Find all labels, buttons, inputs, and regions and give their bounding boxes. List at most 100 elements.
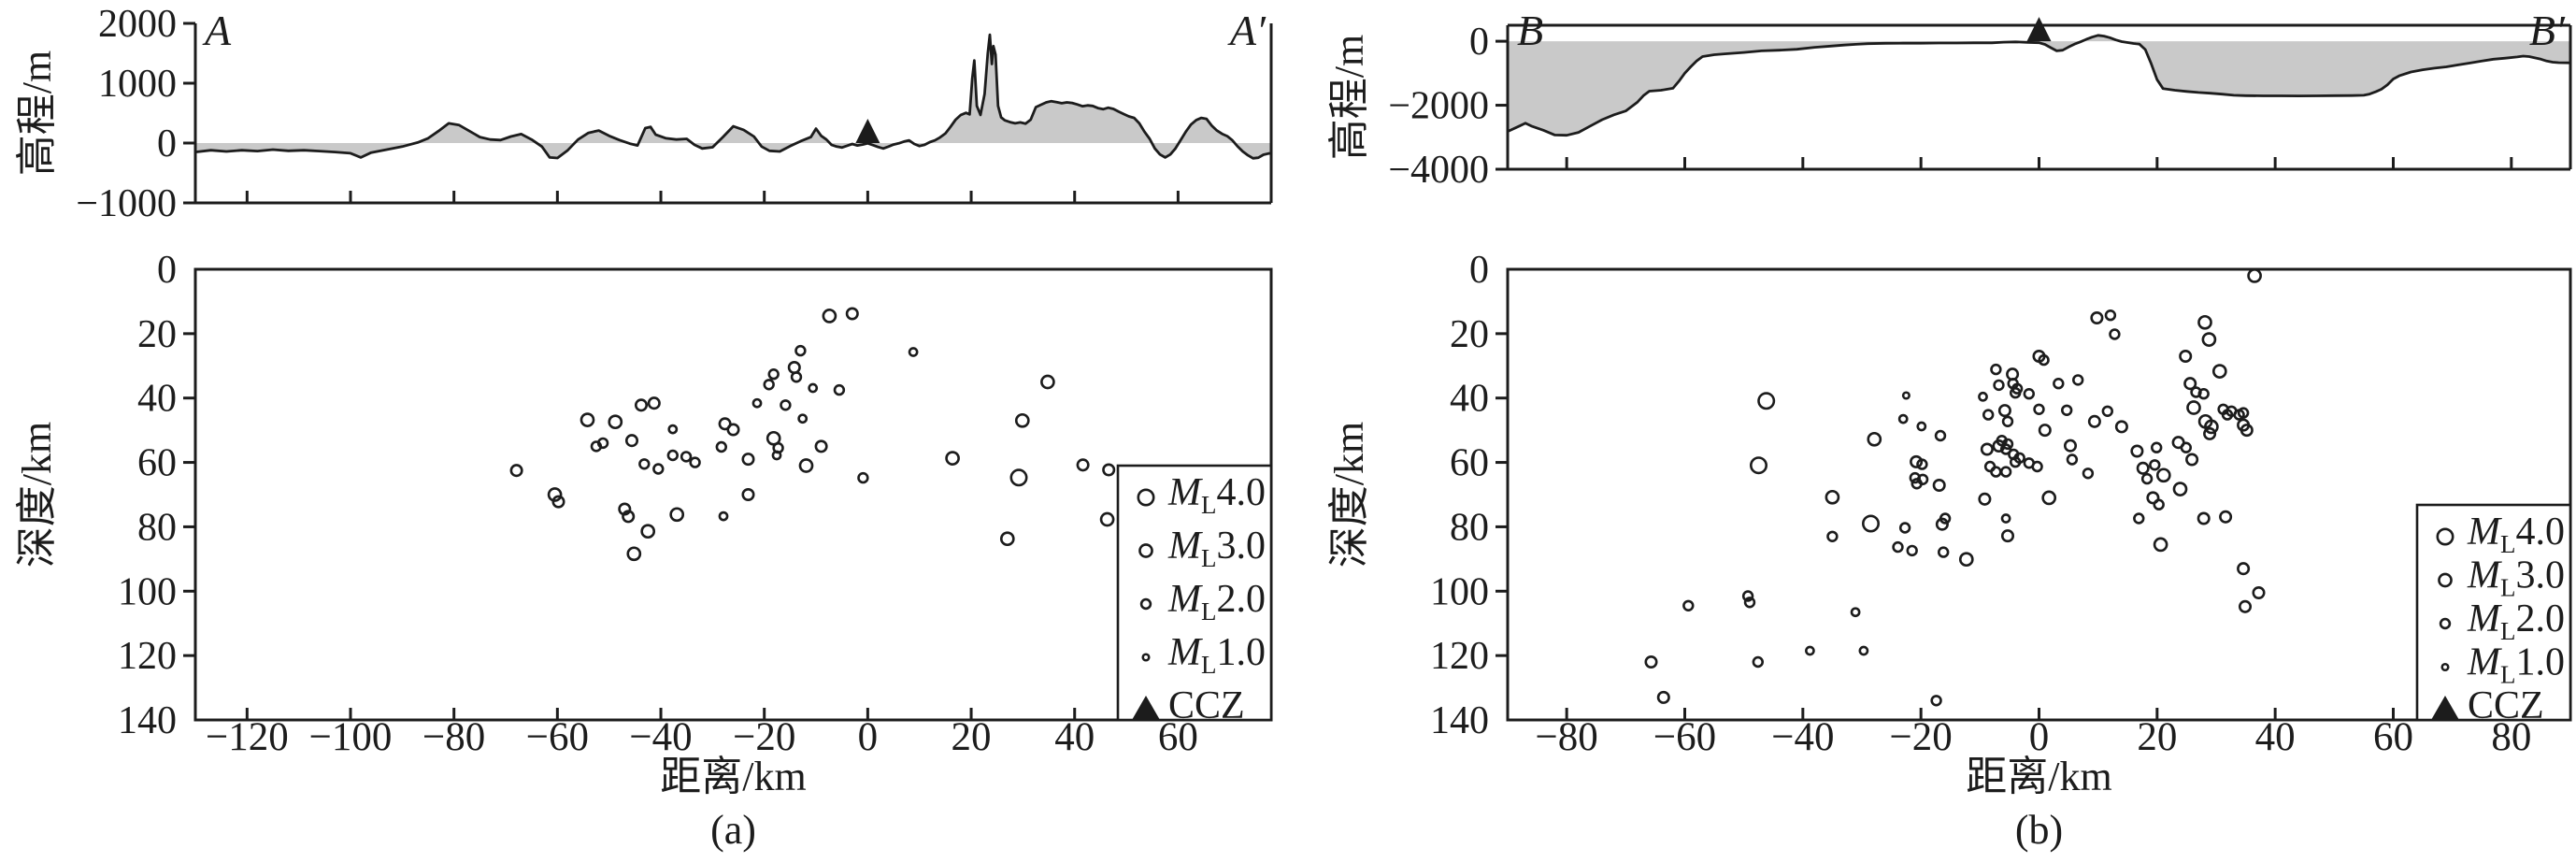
legend-entry-label: ML3.0	[1167, 525, 1266, 572]
earthquake-marker	[767, 368, 780, 381]
depth-x-tick-label: −80	[1536, 715, 1598, 759]
earthquake-marker	[715, 440, 727, 453]
earthquake-marker	[2114, 420, 2128, 434]
earthquake-marker	[1906, 544, 1918, 557]
depth-x-tick-label: −60	[526, 715, 589, 759]
earthquake-marker	[797, 413, 809, 424]
earthquake-marker	[626, 546, 642, 562]
depth-y-tick-label: 20	[1450, 313, 1489, 356]
earthquake-marker	[780, 399, 792, 411]
earthquake-marker	[1892, 540, 1904, 554]
depth-y-tick-label: 40	[137, 378, 177, 421]
legend-entry-label: ML1.0	[2467, 641, 2565, 689]
earthquake-marker	[2149, 459, 2161, 471]
terrain-fill	[195, 35, 1271, 159]
earthquake-marker	[1805, 645, 1815, 656]
earthquake-marker	[814, 439, 828, 453]
earthquake-marker	[1682, 599, 1695, 611]
depth-x-tick-label: 20	[952, 715, 992, 759]
earthquake-marker	[1750, 456, 1768, 475]
earthquake-marker	[2179, 349, 2193, 364]
legend-magnitude-symbol	[1137, 488, 1155, 507]
earthquake-marker	[1099, 511, 1115, 527]
earthquake-marker	[1040, 374, 1055, 390]
earthquake-marker	[2197, 314, 2212, 330]
legend-entry-label: CCZ	[2468, 684, 2544, 727]
legend-box	[2415, 503, 2572, 722]
earthquake-marker	[596, 437, 609, 450]
earthquake-marker	[2104, 309, 2117, 322]
earthquake-marker	[1978, 492, 1992, 506]
earthquake-marker	[2186, 400, 2201, 415]
earthquake-marker	[808, 382, 819, 394]
depth-y-tick-label: 120	[1430, 635, 1489, 678]
earthquake-marker	[1999, 443, 2012, 455]
earthquake-marker	[1990, 466, 2002, 478]
earthquake-marker	[1867, 431, 1882, 447]
earthquake-marker	[1898, 522, 1911, 534]
earthquake-marker	[2033, 403, 2045, 415]
earthquake-marker	[1932, 478, 1946, 493]
earthquake-marker	[1076, 458, 1090, 472]
earthquake-marker	[634, 398, 649, 412]
depth-x-tick-label: 40	[1054, 715, 1095, 759]
depth-y-tick-label: 80	[137, 506, 177, 549]
legend-magnitude-symbol	[1138, 543, 1153, 558]
depth-x-tick-label: −100	[309, 715, 393, 759]
earthquake-marker	[608, 414, 623, 430]
earthquake-marker	[2090, 310, 2104, 325]
earthquake-marker	[2000, 513, 2011, 524]
depth-x-tick-label: −20	[733, 715, 795, 759]
earthquake-marker	[1901, 391, 1911, 400]
elevation-y-axis-title: 高程/m	[1326, 35, 1372, 160]
depth-y-tick-label: 140	[118, 699, 177, 742]
earthquake-marker	[2010, 387, 2022, 399]
earthquake-marker	[1916, 458, 1928, 470]
earthquake-marker	[2023, 388, 2036, 400]
depth-x-tick-label: 60	[1158, 715, 1198, 759]
earthquake-marker	[2237, 562, 2251, 576]
profile-end-label: B′	[2529, 7, 2566, 54]
earthquake-marker	[1911, 478, 1923, 490]
earthquake-marker	[509, 464, 523, 478]
panel-caption: (b)	[2015, 807, 2063, 853]
elevation-y-tick-label: 0	[1469, 21, 1489, 64]
earthquake-marker	[1939, 512, 1952, 525]
earthquake-marker	[2211, 364, 2227, 379]
depth-plot-frame	[193, 267, 1273, 722]
depth-y-tick-label: 80	[1450, 506, 1489, 549]
earthquake-marker	[771, 450, 782, 461]
x-axis-title: 距离/km	[1966, 754, 2111, 799]
earthquake-marker	[1743, 597, 1756, 609]
earthquake-marker	[1999, 466, 2012, 478]
earthquake-marker	[2190, 386, 2202, 398]
depth-x-tick-label: −40	[629, 715, 692, 759]
elevation-y-axis-title: 高程/m	[14, 50, 60, 176]
depth-x-tick-label: 0	[2029, 715, 2050, 759]
earthquake-marker	[2072, 374, 2084, 386]
earthquake-marker	[652, 463, 665, 475]
depth-y-tick-label: 100	[1430, 570, 1489, 613]
legend-magnitude-symbol	[2438, 572, 2453, 588]
earthquake-marker	[1993, 379, 2005, 392]
depth-y-tick-label: 40	[1450, 378, 1489, 421]
earthquake-marker	[2237, 407, 2250, 419]
depth-y-tick-label: 60	[1450, 442, 1489, 485]
earthquake-marker	[2061, 404, 2073, 416]
depth-x-tick-label: −120	[206, 715, 289, 759]
legend-entry-label: CCZ	[1168, 684, 1245, 727]
earthquake-marker	[640, 524, 656, 539]
earthquake-marker	[857, 471, 869, 484]
earthquake-marker	[2203, 426, 2217, 440]
earthquake-marker	[741, 487, 755, 502]
earthquake-marker	[1910, 454, 1924, 468]
earthquake-marker	[1862, 514, 1881, 533]
earthquake-marker	[833, 383, 846, 396]
earthquake-marker	[1978, 391, 1988, 402]
earthquake-marker	[2180, 441, 2193, 453]
earthquake-marker	[2155, 467, 2171, 483]
earthquake-marker	[1958, 552, 1974, 568]
